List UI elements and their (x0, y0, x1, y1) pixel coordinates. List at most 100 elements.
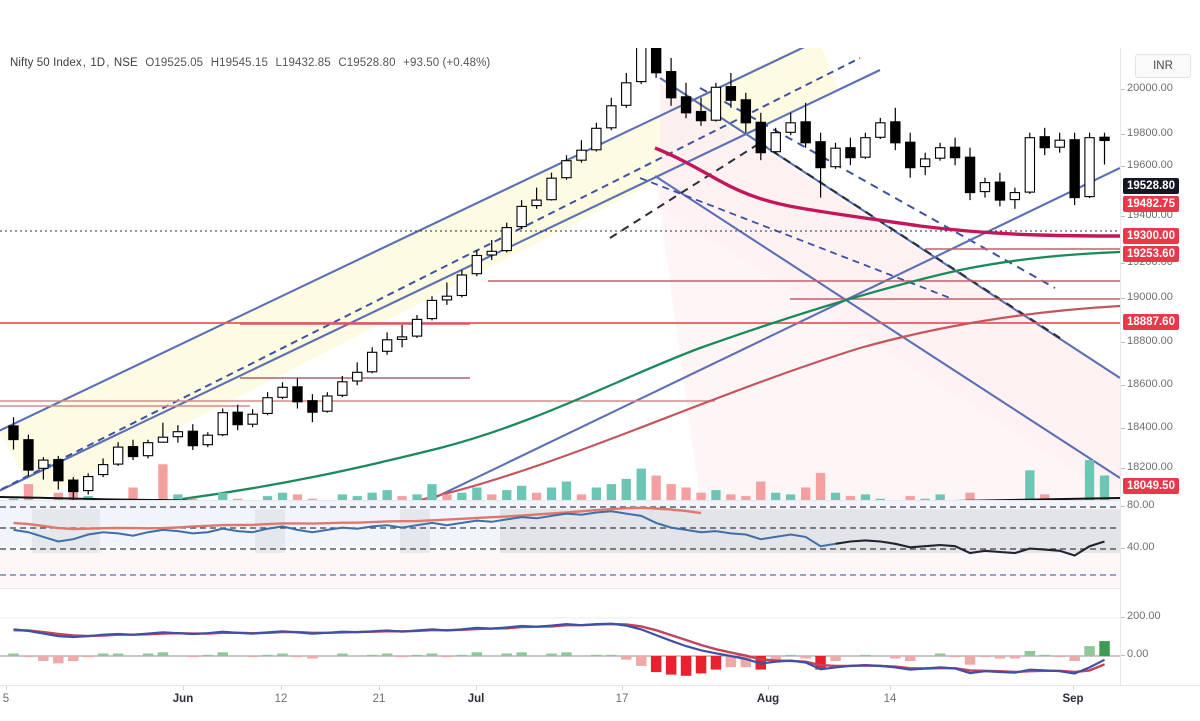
price-pane[interactable] (0, 48, 1120, 500)
chart-legend[interactable]: Nifty 50 Index, 1D, NSE O19525.05 H19545… (10, 57, 491, 69)
candle-body[interactable] (352, 371, 363, 382)
candle-body[interactable] (725, 86, 737, 101)
candle-body[interactable] (1054, 139, 1065, 148)
candle-body[interactable] (83, 476, 94, 492)
price-plot[interactable] (0, 48, 1120, 500)
legend-symbol[interactable]: Nifty 50 Index (10, 57, 82, 69)
candle-body[interactable] (8, 425, 19, 441)
candle-body[interactable] (307, 400, 318, 413)
channel-upper-line[interactable] (0, 48, 840, 440)
candle-body[interactable] (202, 434, 213, 446)
candle-body[interactable] (621, 82, 632, 106)
candle-body[interactable] (680, 96, 692, 114)
candle-body[interactable] (905, 141, 916, 169)
candle-body[interactable] (366, 351, 378, 373)
candle-body[interactable] (68, 479, 79, 493)
candle-body[interactable] (142, 442, 154, 457)
candle-body[interactable] (501, 227, 512, 252)
candle-body[interactable] (277, 386, 288, 398)
candle-body[interactable] (471, 254, 483, 275)
legend-interval[interactable]: 1D (90, 57, 106, 69)
candle-body[interactable] (845, 147, 856, 159)
channel-lower-line[interactable] (0, 69, 881, 500)
candle-body[interactable] (232, 411, 243, 426)
rsi-line[interactable] (13, 510, 836, 548)
rsi-plot[interactable] (0, 501, 1120, 589)
candle-body[interactable] (934, 147, 946, 159)
candle-body[interactable] (830, 147, 841, 168)
descending-trend-lower[interactable] (654, 175, 1120, 479)
candle-body[interactable] (890, 121, 901, 144)
candle-body[interactable] (591, 127, 602, 151)
candle-body[interactable] (710, 86, 722, 121)
candle-body[interactable] (1024, 137, 1036, 193)
candle-body[interactable] (97, 464, 109, 476)
wedge-dashed-lower[interactable] (639, 177, 951, 299)
candle-body[interactable] (531, 199, 542, 207)
candle-body[interactable] (636, 48, 647, 83)
candle-body[interactable] (800, 121, 811, 144)
pitchfork-dashed-falling[interactable] (759, 142, 1061, 339)
candle-body[interactable] (1069, 139, 1080, 199)
candle-body[interactable] (1009, 192, 1021, 201)
candle-body[interactable] (322, 395, 333, 412)
candle-body[interactable] (860, 137, 871, 158)
candle-body[interactable] (441, 295, 453, 301)
time-axis[interactable]: 5 Jun 12 21 Jul 17 Aug 14 Sep (0, 685, 1200, 721)
price-axis[interactable]: INR 20000.00 19800.00 19600.00 19400.00 1920… (1120, 48, 1200, 685)
candle-body[interactable] (546, 177, 557, 201)
level-tag-18049[interactable]: 18049.50 (1123, 478, 1179, 494)
candlestick-series[interactable] (8, 48, 1110, 500)
candle-body[interactable] (740, 99, 752, 124)
candle-body[interactable] (127, 446, 139, 458)
rising-blue-support[interactable] (429, 167, 1120, 500)
candle-body[interactable] (949, 146, 961, 159)
candle-body[interactable] (650, 48, 662, 74)
candle-body[interactable] (157, 436, 169, 443)
candle-body[interactable] (337, 381, 348, 396)
candle-body[interactable] (695, 110, 707, 122)
candle-body[interactable] (172, 431, 184, 438)
candle-body[interactable] (561, 160, 572, 179)
candle-body[interactable] (38, 459, 49, 469)
currency-badge[interactable]: INR (1135, 54, 1191, 78)
candle-body[interactable] (979, 182, 991, 193)
candle-body[interactable] (396, 336, 408, 340)
candle-body[interactable] (815, 141, 826, 169)
candle-body[interactable] (919, 158, 931, 168)
macd-pane[interactable] (0, 588, 1120, 686)
candle-body[interactable] (247, 413, 258, 425)
candle-body[interactable] (112, 446, 124, 465)
candle-body[interactable] (456, 274, 468, 297)
candle-body[interactable] (516, 205, 527, 228)
level-tag-19300[interactable]: 19300.00 (1123, 228, 1179, 244)
macd-signal-line[interactable] (13, 622, 1105, 674)
candle-body[interactable] (576, 149, 587, 161)
candle-body[interactable] (486, 250, 497, 256)
rsi-pane[interactable] (0, 500, 1120, 589)
candle-body[interactable] (1039, 136, 1050, 149)
candle-body[interactable] (964, 156, 976, 194)
channel-midline-dashed[interactable] (0, 57, 861, 500)
candle-body[interactable] (381, 339, 393, 352)
last-price-tag[interactable]: 19528.80 (1123, 178, 1179, 194)
candle-body[interactable] (426, 299, 438, 320)
candle-body[interactable] (1099, 136, 1110, 142)
candle-body[interactable] (755, 121, 766, 154)
candle-body[interactable] (770, 132, 781, 153)
candle-body[interactable] (606, 105, 617, 129)
candle-body[interactable] (53, 459, 64, 482)
level-tag-19482[interactable]: 19482.75 (1123, 196, 1179, 212)
candle-body[interactable] (262, 397, 273, 414)
candle-body[interactable] (187, 430, 199, 447)
macd-line[interactable] (13, 622, 1105, 675)
candle-body[interactable] (217, 412, 228, 436)
descending-dashed-median[interactable] (699, 87, 1056, 289)
rsi-line-recent[interactable] (835, 539, 1105, 557)
level-tag-18887[interactable]: 18887.60 (1123, 314, 1179, 330)
macd-plot[interactable] (0, 589, 1120, 686)
candle-body[interactable] (292, 386, 303, 403)
level-tag-19253[interactable]: 19253.60 (1123, 246, 1179, 262)
legend-exchange[interactable]: NSE (113, 57, 138, 69)
candle-body[interactable] (665, 71, 677, 99)
